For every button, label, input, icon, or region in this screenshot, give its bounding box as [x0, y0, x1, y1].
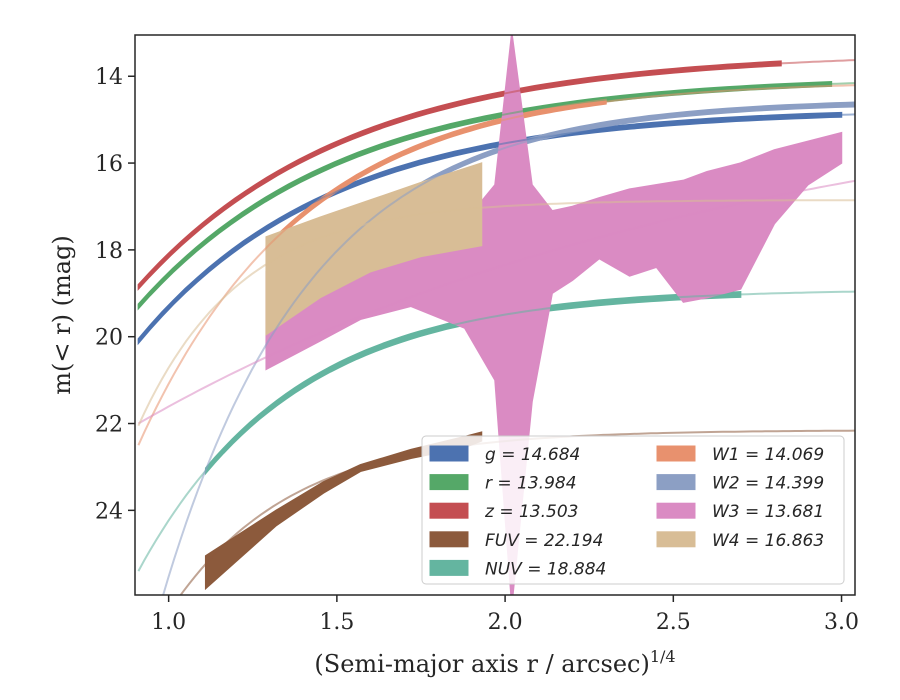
r-model-curve [137, 82, 855, 307]
legend-swatch-z [429, 502, 469, 519]
y-tick-label: 14 [95, 65, 123, 90]
w1-model-curve [137, 84, 855, 446]
legend-swatch-fuv [429, 531, 469, 548]
w2-band [265, 101, 855, 350]
legend-label-w2: W2 = 14.399 [712, 474, 824, 494]
legend-box [421, 435, 845, 585]
y-tick-label: 18 [95, 239, 123, 264]
x-tick-label: 1.5 [319, 610, 354, 635]
legend-swatch-g [429, 445, 469, 462]
legend-label-w3: W3 = 13.681 [712, 502, 824, 522]
legend-swatch-w3 [656, 502, 696, 519]
x-tick-label: 1.0 [151, 610, 186, 635]
legend-swatch-w1 [656, 445, 696, 462]
g-band [137, 111, 843, 346]
y-tick-label: 22 [95, 413, 123, 438]
x-tick-label: 2.5 [656, 610, 691, 635]
y-tick-label: 16 [95, 152, 123, 177]
legend-swatch-w2 [656, 474, 696, 491]
y-axis-label: m(< r) (mag) [48, 235, 76, 394]
legend-swatch-nuv [429, 559, 469, 576]
legend-label-fuv: FUV = 22.194 [485, 531, 603, 551]
legend-label-w1: W1 = 14.069 [712, 445, 824, 465]
legend-label-nuv: NUV = 18.884 [485, 559, 606, 579]
legend-swatch-r [429, 474, 469, 491]
axes: 1.0 1.5 2.0 2.5 3.0 14 16 18 20 22 24 [95, 65, 859, 635]
legend-swatch-w4 [656, 531, 696, 548]
z-model-curve [137, 59, 855, 288]
y-tick-label: 24 [95, 499, 123, 524]
legend-label-z: z = 13.503 [484, 502, 578, 522]
legend-label-w4: W4 = 16.863 [712, 531, 824, 551]
nuv-model-curve [137, 290, 855, 572]
w4-model-curve [137, 199, 855, 427]
nuv-band [204, 291, 742, 476]
legend-label-r: r = 13.984 [485, 474, 577, 494]
w2-model-curve [162, 103, 855, 595]
x-axis-label: (Semi-major axis r / arcsec)1/4 [314, 647, 675, 678]
w4-band [265, 162, 483, 336]
w3-model-curve [137, 179, 855, 425]
y-tick-label: 20 [95, 326, 123, 351]
plot-frame [134, 34, 856, 596]
w1-band [265, 98, 607, 252]
legend-label-g: g = 14.684 [485, 445, 580, 465]
z-band [137, 60, 782, 291]
g-model-curve [137, 113, 855, 342]
x-tick-label: 2.0 [488, 610, 523, 635]
legend: g = 14.684 r = 13.984 z = 13.503 FUV = 22.1… [421, 435, 845, 585]
x-tick-label: 3.0 [824, 610, 859, 635]
